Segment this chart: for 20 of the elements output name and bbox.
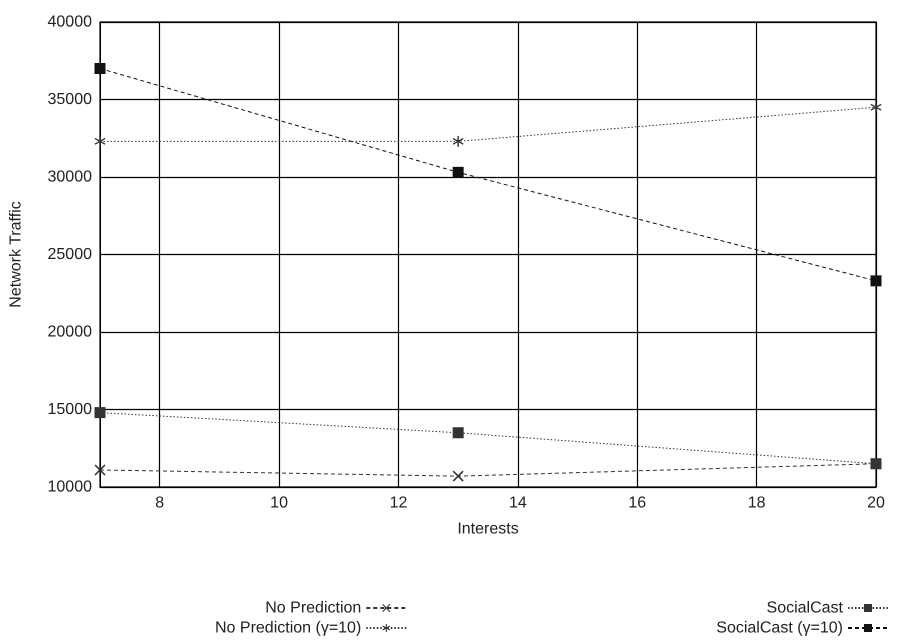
y-tick-label: 10000 (48, 478, 92, 496)
y-tick-label: 25000 (48, 246, 92, 263)
legend-label: SocialCast (766, 600, 844, 616)
y-tick-label: 40000 (48, 14, 92, 30)
y-tick-label: 30000 (48, 168, 92, 186)
y-tick-label: 20000 (48, 324, 92, 340)
y-axis-title: Network Traffic (8, 201, 24, 308)
x-tick-label: 10 (270, 494, 288, 512)
legend-label: SocialCast (γ=10) (716, 620, 843, 636)
x-tick-label: 14 (508, 494, 527, 512)
x-tick-label: 18 (748, 494, 766, 512)
x-tick-label: 20 (867, 494, 885, 512)
y-tick-label: 35000 (48, 91, 92, 108)
legend-label: No Prediction (265, 600, 362, 616)
legend-label: No Prediction (γ=10) (214, 620, 362, 636)
x-tick-label: 8 (155, 494, 164, 512)
x-axis-title: Interests (457, 520, 519, 538)
x-tick-label: 16 (628, 494, 646, 512)
x-tick-label: 12 (390, 494, 408, 512)
y-tick-label: 15000 (48, 401, 92, 418)
